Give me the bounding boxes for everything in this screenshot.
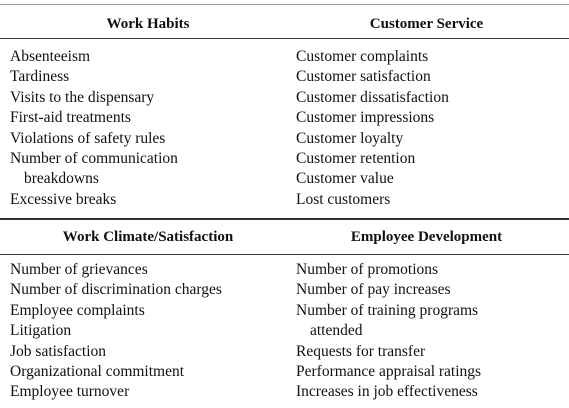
list-item: Number of grievances: [10, 261, 148, 278]
list-item: Performance appraisal ratings: [296, 363, 482, 381]
section-rule: [0, 218, 569, 220]
item-list: Customer complaints Customer satisfaction…: [296, 47, 449, 210]
list-item: Customer impressions: [296, 109, 435, 127]
list-item: Number of discrimination charges: [10, 281, 222, 299]
list-item: Customer satisfaction: [296, 68, 431, 86]
list-item: Customer dissatisfaction: [296, 88, 449, 106]
list-item: Lost customers: [296, 190, 391, 208]
list-item: Number of training programs: [296, 301, 479, 319]
list-item: Absenteeism: [10, 48, 91, 65]
list-item: attended: [310, 322, 363, 340]
list-item: First-aid treatments: [10, 109, 131, 127]
item-list: Number of promotions Number of pay increa…: [296, 260, 481, 403]
list-item: Customer retention: [296, 150, 416, 168]
list-item: Increases in job effectiveness: [296, 383, 478, 401]
list-item: Organizational commitment: [10, 363, 185, 381]
list-item: Customer value: [296, 170, 394, 188]
list-item: Employee turnover: [10, 383, 130, 401]
list-item: Number of pay increases: [296, 281, 451, 299]
list-item: Number of communication: [10, 150, 178, 168]
list-item: Tardiness: [10, 68, 70, 86]
list-item: Violations of safety rules: [10, 129, 166, 147]
list-item: Excessive breaks: [10, 190, 117, 208]
column-header: Employee Development: [350, 229, 503, 245]
list-item: Visits to the dispensary: [10, 88, 155, 106]
list-item: Litigation: [10, 322, 72, 340]
list-item: breakdowns: [24, 170, 99, 188]
list-item: Number of promotions: [296, 261, 439, 278]
column-header: Customer Service: [369, 16, 484, 32]
top-rule: [0, 4, 569, 5]
column-header: Work Habits: [106, 16, 190, 32]
list-item: Customer loyalty: [296, 129, 404, 147]
list-item: Customer complaints: [296, 48, 429, 65]
item-list: Absenteeism Tardiness Visits to the dispen…: [10, 47, 178, 210]
list-item: Job satisfaction: [10, 342, 106, 360]
item-list: Number of grievances Number of discrimina…: [10, 260, 222, 403]
header-rule: [0, 254, 569, 255]
list-item: Employee complaints: [10, 301, 145, 319]
header-rule: [0, 38, 569, 39]
list-item: Requests for transfer: [296, 342, 426, 360]
column-header: Work Climate/Satisfaction: [62, 229, 234, 245]
